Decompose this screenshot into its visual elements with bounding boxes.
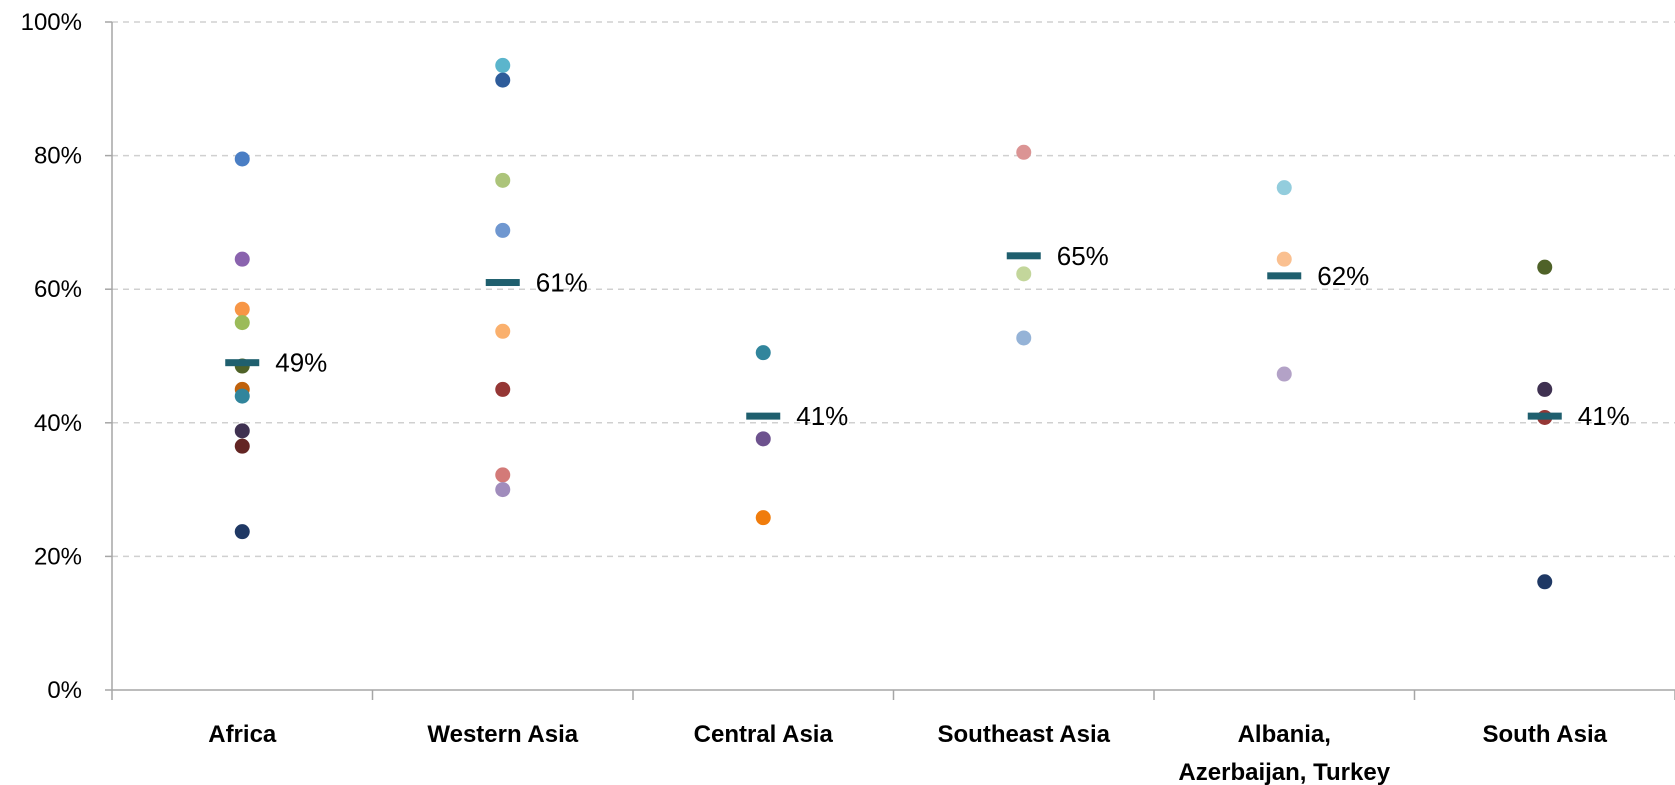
data-points	[234, 57, 1553, 590]
data-point	[234, 315, 250, 331]
y-tick-label: 0%	[47, 677, 82, 704]
data-point	[495, 172, 511, 188]
data-point	[1537, 381, 1553, 397]
mean-value-label: 41%	[1578, 401, 1630, 431]
x-category-label: Southeast Asia	[938, 721, 1111, 748]
data-point	[755, 345, 771, 361]
mean-markers: 49% 61% 41% 65% 62% 41%	[225, 241, 1630, 431]
mean-value-label: 62%	[1317, 261, 1369, 291]
x-category-label: Central Asia	[694, 721, 834, 748]
mean-value-label: 41%	[796, 401, 848, 431]
mean-marker	[746, 412, 781, 420]
x-axis-category-labels: Africa Western Asia Central Asia Southeast …	[208, 721, 1607, 785]
gridlines	[112, 21, 1675, 558]
data-point	[755, 510, 771, 526]
y-tick-label: 80%	[34, 143, 82, 170]
x-category-label: Western Asia	[427, 721, 578, 748]
y-tick-label: 20%	[34, 543, 82, 570]
data-point	[234, 438, 250, 454]
y-tick-label: 40%	[34, 410, 82, 437]
data-point	[495, 381, 511, 397]
mean-value-label: 65%	[1057, 241, 1109, 271]
data-point	[495, 323, 511, 339]
y-tick-label: 60%	[34, 276, 82, 303]
y-tick-label: 100%	[21, 9, 82, 36]
mean-marker	[1527, 412, 1562, 420]
data-point	[495, 222, 511, 238]
mean-marker	[485, 279, 520, 287]
data-point	[755, 431, 771, 447]
data-point	[1537, 259, 1553, 275]
x-category-label: Africa	[208, 721, 277, 748]
data-point	[1016, 144, 1032, 160]
x-category-label: South Asia	[1483, 721, 1608, 748]
x-category-label: Azerbaijan, Turkey	[1178, 759, 1390, 785]
data-point	[495, 72, 511, 88]
mean-marker	[225, 359, 260, 367]
x-category-label: Albania,	[1238, 721, 1331, 748]
data-point	[234, 524, 250, 540]
mean-marker	[1006, 252, 1041, 260]
axes	[105, 21, 1675, 700]
mean-value-label: 49%	[275, 348, 327, 378]
mean-value-label: 61%	[536, 268, 588, 298]
data-point	[1016, 266, 1032, 282]
data-point	[234, 301, 250, 317]
data-point	[1016, 330, 1032, 346]
data-point	[234, 423, 250, 439]
data-point	[495, 467, 511, 483]
data-point	[495, 482, 511, 498]
data-point	[1276, 251, 1292, 267]
data-point	[234, 388, 250, 404]
data-point	[1537, 574, 1553, 590]
data-point	[495, 57, 511, 73]
data-point	[1276, 366, 1292, 382]
y-axis-tick-labels: 0% 20% 40% 60% 80% 100%	[21, 9, 82, 704]
mean-marker	[1267, 272, 1302, 280]
data-point	[234, 151, 250, 167]
data-point	[1276, 180, 1292, 196]
data-point	[234, 251, 250, 267]
